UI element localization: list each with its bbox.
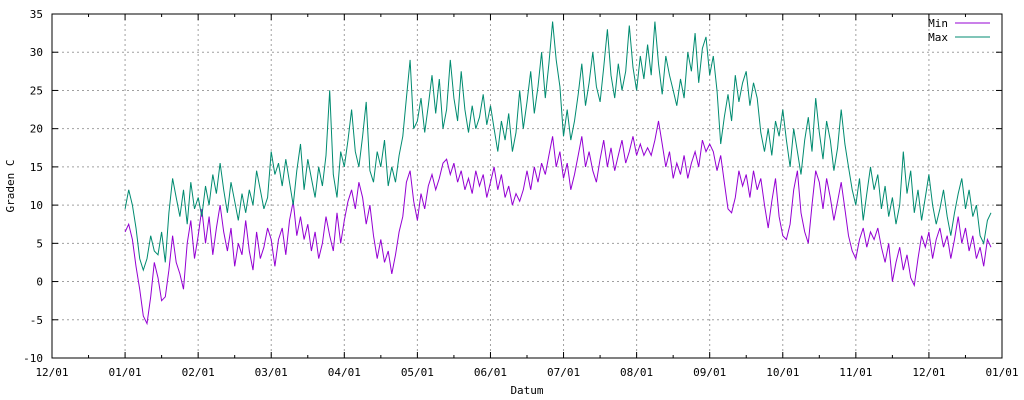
axis-ticks — [51, 13, 1003, 359]
plot-frame — [51, 13, 1003, 359]
x-tick-label: 01/01 — [109, 366, 142, 379]
y-tick-label: 30 — [30, 46, 43, 59]
x-tick-label: 07/01 — [547, 366, 580, 379]
series-line-min — [124, 120, 992, 326]
tick-labels: -10 -5 0 5 10 15 20 25 30 35 12/01 01/01 02/01 03/01 0… — [23, 8, 1018, 379]
x-axis-title: Datum — [510, 384, 543, 397]
x-tick-label: 02/01 — [182, 366, 215, 379]
x-tick-label: 05/01 — [401, 366, 434, 379]
y-axis-title: Graden C — [4, 160, 17, 213]
x-tick-label: 11/01 — [839, 366, 872, 379]
x-tick-label: 01/01 — [985, 366, 1018, 379]
y-tick-label: 20 — [30, 123, 43, 136]
y-tick-label: 5 — [36, 237, 43, 250]
y-tick-label: 15 — [30, 161, 43, 174]
x-tick-label: 10/01 — [766, 366, 799, 379]
y-tick-label: 25 — [30, 84, 43, 97]
legend-label-min: Min — [928, 17, 948, 30]
y-tick-label: 35 — [30, 8, 43, 21]
grid-lines — [52, 14, 1002, 358]
y-tick-label: -10 — [23, 352, 43, 365]
x-tick-label: 12/01 — [912, 366, 945, 379]
x-tick-label: 12/01 — [35, 366, 68, 379]
y-tick-label: 0 — [36, 276, 43, 289]
y-tick-label: 10 — [30, 199, 43, 212]
x-tick-label: 06/01 — [474, 366, 507, 379]
y-tick-label: -5 — [30, 314, 43, 327]
x-tick-label: 08/01 — [620, 366, 653, 379]
legend-label-max: Max — [928, 31, 948, 44]
x-tick-label: 03/01 — [255, 366, 288, 379]
x-tick-label: 04/01 — [328, 366, 361, 379]
series-lines — [124, 21, 992, 326]
series-line-max — [124, 21, 992, 272]
legend: Min Max — [928, 17, 990, 44]
x-tick-label: 09/01 — [693, 366, 726, 379]
